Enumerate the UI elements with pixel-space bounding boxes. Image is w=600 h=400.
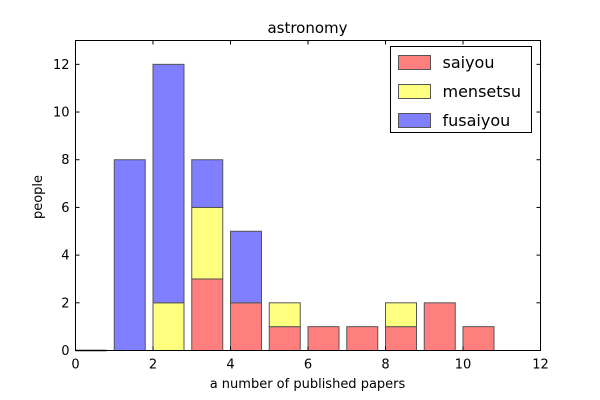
chart-title: astronomy (267, 19, 347, 37)
y-tick-label-12: 12 (53, 58, 70, 73)
bar-fusaiyou-2 (152, 63, 185, 304)
legend-label-mensetsu: mensetsu (443, 82, 522, 101)
bar-mensetsu-8 (385, 302, 417, 328)
plot-frame (75, 40, 541, 351)
y-tick-label-6: 6 (61, 201, 69, 216)
bar-fusaiyou-3 (191, 159, 224, 208)
y-tick-label-2: 2 (61, 296, 69, 311)
ticks-group: 0 2 4 6 8 10 12 0 2 4 6 8 10 12 (53, 40, 549, 373)
bar-fusaiyou-4 (230, 230, 262, 304)
legend-swatch-saiyou (398, 55, 431, 70)
x-tick-label-8: 8 (381, 358, 389, 373)
x-tick-label-10: 10 (455, 358, 472, 373)
bar-saiyou-4 (230, 302, 262, 351)
bar-mensetsu-3 (191, 206, 224, 280)
x-tick-label-6: 6 (304, 358, 312, 373)
x-tick-label-12: 12 (532, 358, 549, 373)
legend-swatch-fusaiyou (398, 113, 431, 128)
legend-label-fusaiyou: fusaiyou (443, 111, 511, 130)
x-tick-label-2: 2 (149, 358, 157, 373)
x-axis-label: a number of published papers (210, 377, 406, 392)
y-tick-label-8: 8 (61, 153, 69, 168)
y-axis-label: people (31, 175, 46, 219)
legend-swatch-mensetsu (398, 84, 431, 99)
legend-label-saiyou: saiyou (443, 53, 495, 72)
x-tick-label-4: 4 (226, 358, 234, 373)
bar-saiyou-8 (385, 326, 417, 351)
bar-mensetsu-5 (268, 302, 301, 328)
bar-saiyou-7 (346, 326, 379, 351)
bar-saiyou-9 (423, 302, 456, 351)
y-tick-label-4: 4 (61, 249, 69, 264)
bar-mensetsu-2 (152, 302, 185, 351)
x-tick-label-0: 0 (71, 358, 79, 373)
bar-saiyou-5 (268, 326, 301, 351)
y-tick-label-0: 0 (61, 344, 69, 359)
bar-fusaiyou-1 (113, 159, 146, 351)
bar-saiyou-6 (307, 326, 340, 351)
bar-saiyou-3 (191, 278, 224, 352)
legend: saiyou mensetsu fusaiyou (390, 46, 532, 133)
bar-saiyou-10 (462, 326, 495, 351)
y-tick-label-10: 10 (53, 106, 70, 121)
